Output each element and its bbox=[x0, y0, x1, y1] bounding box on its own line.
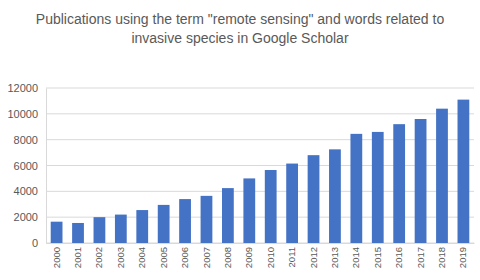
bar bbox=[393, 124, 405, 243]
x-tick-label: 2011 bbox=[286, 247, 297, 267]
bar bbox=[458, 100, 470, 243]
x-tick: 2008 bbox=[222, 243, 233, 268]
y-tick: 10000 bbox=[7, 108, 46, 120]
grid-line bbox=[46, 113, 474, 114]
grid-line bbox=[46, 243, 474, 244]
x-tick: 2000 bbox=[51, 243, 62, 268]
bars bbox=[51, 100, 470, 243]
y-tick-label: 10000 bbox=[7, 108, 38, 120]
y-tick: 0 bbox=[32, 237, 46, 249]
y-tick-label: 6000 bbox=[14, 160, 38, 172]
x-tick-label: 2012 bbox=[308, 247, 319, 268]
y-tick-label: 2000 bbox=[14, 211, 38, 223]
bar bbox=[51, 222, 63, 243]
x-tick: 2007 bbox=[201, 243, 212, 268]
x-tick: 2011 bbox=[286, 243, 297, 267]
bar bbox=[243, 178, 255, 243]
bar bbox=[94, 217, 106, 243]
y-tick-label: 8000 bbox=[14, 134, 38, 146]
x-tick-label: 2019 bbox=[457, 247, 468, 268]
y-tick: 8000 bbox=[14, 134, 46, 146]
x-tick-label: 2002 bbox=[93, 247, 104, 268]
grid bbox=[46, 88, 474, 243]
bar bbox=[286, 164, 298, 243]
x-tick: 2009 bbox=[243, 243, 254, 268]
chart: Publications using the term "remote sens… bbox=[0, 0, 480, 280]
x-tick: 2017 bbox=[415, 243, 426, 268]
bar bbox=[372, 132, 384, 243]
x-axis-line bbox=[47, 243, 475, 244]
grid-line bbox=[46, 191, 474, 192]
x-tick: 2014 bbox=[350, 243, 361, 268]
x-tick: 2006 bbox=[179, 243, 190, 268]
plot: 0200040006000800010000120002000200120022… bbox=[7, 82, 474, 268]
x-tick-label: 2016 bbox=[393, 247, 404, 268]
grid-line bbox=[46, 217, 474, 218]
x-tick-label: 2003 bbox=[115, 247, 126, 268]
x-tick: 2002 bbox=[93, 243, 104, 268]
x-tick: 2018 bbox=[436, 243, 447, 268]
x-tick: 2015 bbox=[372, 243, 383, 268]
x-axis: 2000 2001 2002 2003 2004 2005 2006 2007 2008 2009… bbox=[47, 243, 475, 268]
x-tick: 2010 bbox=[265, 243, 276, 268]
bar bbox=[329, 149, 341, 243]
bar bbox=[436, 109, 448, 243]
y-tick: 4000 bbox=[14, 185, 46, 197]
y-tick: 2000 bbox=[14, 211, 46, 223]
y-tick-label: 12000 bbox=[7, 82, 38, 94]
bar bbox=[72, 223, 84, 243]
y-tick: 12000 bbox=[7, 82, 46, 94]
bar bbox=[179, 199, 191, 243]
x-tick-label: 2009 bbox=[243, 247, 254, 268]
y-axis-line bbox=[46, 89, 47, 244]
x-tick-label: 2013 bbox=[329, 247, 340, 268]
x-tick-label: 2014 bbox=[350, 247, 361, 268]
x-tick-label: 2004 bbox=[136, 247, 147, 268]
x-tick-label: 2017 bbox=[415, 247, 426, 268]
bar bbox=[308, 155, 320, 243]
x-tick-label: 2008 bbox=[222, 247, 233, 268]
x-tick: 2019 bbox=[457, 243, 468, 268]
x-tick-label: 2000 bbox=[51, 247, 62, 268]
grid-line bbox=[46, 139, 474, 140]
x-tick: 2001 bbox=[72, 243, 83, 268]
grid-line bbox=[46, 165, 474, 166]
x-tick: 2016 bbox=[393, 243, 404, 268]
x-tick-label: 2018 bbox=[436, 247, 447, 268]
x-tick: 2013 bbox=[329, 243, 340, 268]
y-axis: 0 2000 4000 6000 8000 10000 12000 bbox=[7, 82, 46, 249]
bar bbox=[115, 215, 127, 243]
x-tick-label: 2007 bbox=[201, 247, 212, 268]
x-tick-label: 2006 bbox=[179, 247, 190, 268]
y-tick-label: 0 bbox=[32, 237, 38, 249]
bar bbox=[415, 119, 427, 243]
x-tick: 2005 bbox=[158, 243, 169, 268]
bar bbox=[350, 134, 362, 243]
x-tick-label: 2015 bbox=[372, 247, 383, 268]
y-tick: 6000 bbox=[14, 160, 46, 172]
x-tick: 2004 bbox=[136, 243, 147, 268]
title: Publications using the term "remote sens… bbox=[36, 11, 445, 46]
grid-line bbox=[46, 88, 474, 89]
bar bbox=[222, 188, 234, 243]
bar bbox=[265, 170, 277, 243]
x-tick: 2012 bbox=[308, 243, 319, 268]
y-tick-label: 4000 bbox=[14, 185, 38, 197]
x-tick: 2003 bbox=[115, 243, 126, 268]
x-tick-label: 2005 bbox=[158, 247, 169, 268]
x-tick-label: 2010 bbox=[265, 247, 276, 268]
bar bbox=[158, 205, 170, 243]
x-tick-label: 2001 bbox=[72, 247, 83, 268]
bar bbox=[201, 196, 213, 243]
bar bbox=[136, 210, 148, 243]
